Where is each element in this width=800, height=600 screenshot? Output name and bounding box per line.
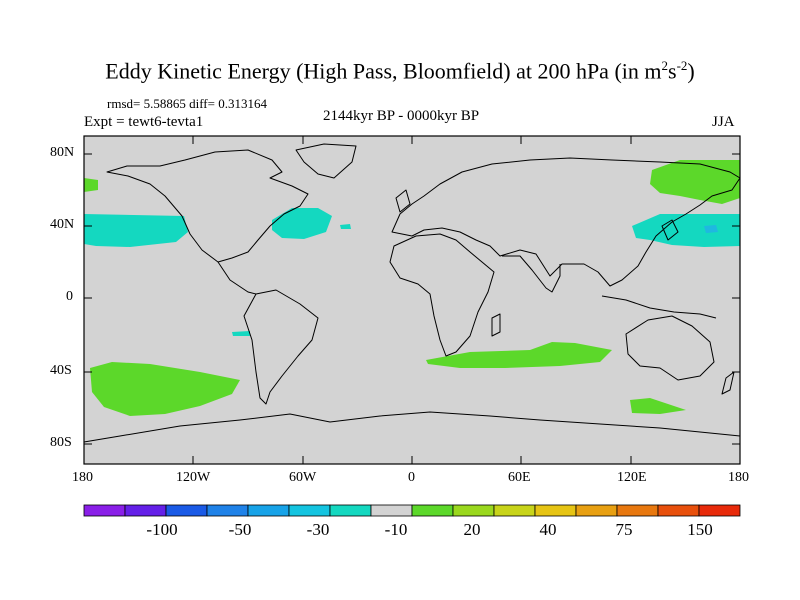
axis-ticks bbox=[84, 136, 740, 464]
anomaly-fields bbox=[84, 160, 740, 416]
lat-tick-label: 40N bbox=[50, 217, 75, 232]
colorbar-label: -10 bbox=[384, 520, 408, 539]
lon-tick-label: 120W bbox=[176, 470, 211, 485]
colorbar-swatch bbox=[657, 504, 700, 517]
coast-antarctica bbox=[83, 411, 741, 443]
negative-region-south-pacific-small bbox=[232, 331, 250, 336]
coast-central-america bbox=[217, 261, 257, 295]
colorbar-swatch bbox=[616, 504, 659, 517]
lon-tick-label: 180 bbox=[728, 470, 749, 485]
lon-tick-label: 180 bbox=[72, 470, 93, 485]
colorbar-swatch bbox=[288, 504, 331, 517]
colorbar-swatch bbox=[83, 504, 126, 517]
colorbar-label: -30 bbox=[306, 520, 330, 539]
period-label: 2144kyr BP - 0000kyr BP bbox=[323, 108, 480, 124]
lon-tick-label: 0 bbox=[408, 470, 415, 485]
lat-tick-label: 0 bbox=[66, 289, 73, 304]
negative-region-north-pacific bbox=[84, 214, 188, 247]
colorbar-label: -100 bbox=[146, 520, 178, 539]
coast-japan bbox=[661, 219, 679, 241]
coastlines bbox=[83, 143, 741, 443]
experiment-label: Expt = tewt6-tevta1 bbox=[84, 114, 204, 130]
colorbar-swatch bbox=[452, 504, 495, 517]
positive-region-south-indian bbox=[426, 342, 612, 368]
negative-region-small-atlantic bbox=[340, 224, 351, 229]
colorbar-swatch bbox=[370, 504, 413, 517]
colorbar-swatch bbox=[329, 504, 372, 517]
coast-south-america bbox=[243, 289, 319, 405]
lon-tick-label: 120E bbox=[617, 470, 647, 485]
stats-text: rmsd= 5.58865 diff= 0.313164 bbox=[107, 96, 267, 111]
colorbar-label: 20 bbox=[463, 520, 481, 539]
colorbar bbox=[83, 504, 741, 517]
colorbar-swatch bbox=[698, 504, 741, 517]
lat-tick-label: 80N bbox=[50, 145, 75, 160]
coast-madagascar bbox=[491, 313, 501, 337]
positive-region-north-pacific-west bbox=[84, 178, 98, 192]
lat-tick-label: 40S bbox=[50, 363, 72, 378]
colorbar-label: -50 bbox=[228, 520, 252, 539]
coast-north-america bbox=[106, 149, 309, 263]
coast-uk bbox=[395, 189, 411, 213]
coast-africa bbox=[389, 233, 495, 357]
coast-new-zealand bbox=[721, 371, 735, 395]
positive-region-south-pacific bbox=[90, 362, 240, 416]
lon-tick-label: 60W bbox=[289, 470, 317, 485]
lat-tick-label: 80S bbox=[50, 435, 72, 450]
positive-region-south-australia bbox=[630, 398, 686, 414]
positive-region-north-pacific-east bbox=[650, 160, 740, 204]
colorbar-swatch bbox=[411, 504, 454, 517]
map-background bbox=[84, 136, 740, 464]
negative-region-west-pacific bbox=[632, 214, 740, 247]
colorbar-label: 75 bbox=[615, 520, 633, 539]
coast-greenland bbox=[295, 143, 357, 179]
colorbar-swatch bbox=[165, 504, 208, 517]
negative-core-west-pacific bbox=[704, 225, 718, 233]
lon-tick-label: 60E bbox=[508, 470, 531, 485]
coast-eurasia bbox=[391, 157, 741, 287]
season-label: JJA bbox=[712, 114, 735, 130]
colorbar-swatch bbox=[124, 504, 167, 517]
negative-region-north-atlantic bbox=[272, 208, 332, 239]
coast-australia bbox=[625, 315, 715, 381]
colorbar-swatch bbox=[534, 504, 577, 517]
colorbar-label: 150 bbox=[687, 520, 713, 539]
colorbar-swatch bbox=[575, 504, 618, 517]
colorbar-swatch bbox=[206, 504, 249, 517]
colorbar-swatch bbox=[247, 504, 290, 517]
chart-title: Eddy Kinetic Energy (High Pass, Bloomfie… bbox=[105, 58, 695, 84]
coast-india-arabia bbox=[502, 255, 561, 293]
colorbar-label: 40 bbox=[539, 520, 557, 539]
coast-indonesia bbox=[601, 295, 717, 319]
colorbar-swatch bbox=[493, 504, 536, 517]
